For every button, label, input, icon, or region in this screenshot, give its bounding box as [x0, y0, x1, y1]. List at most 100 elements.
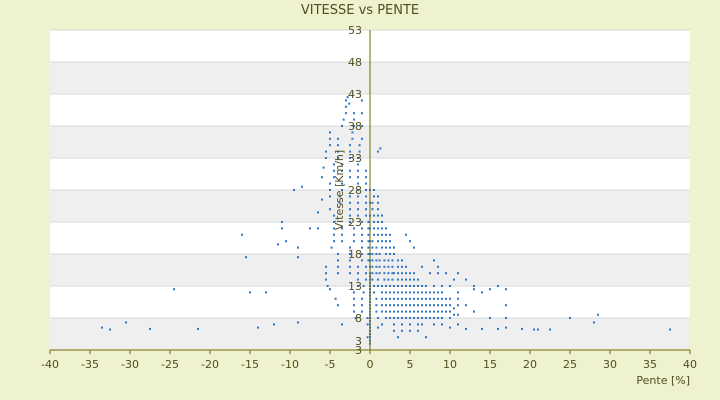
data-point: [537, 328, 539, 331]
data-point: [385, 240, 387, 243]
data-point: [297, 256, 299, 259]
data-point: [338, 195, 341, 198]
x-tick-label: -20: [201, 358, 219, 371]
data-point: [389, 310, 391, 313]
data-point: [393, 297, 395, 300]
data-point: [417, 278, 419, 281]
data-point: [321, 198, 323, 201]
data-point: [330, 246, 333, 249]
data-point: [393, 323, 395, 326]
data-point: [377, 326, 379, 329]
data-point: [367, 259, 370, 262]
data-point: [489, 288, 491, 291]
data-point: [357, 285, 359, 287]
data-point: [473, 310, 475, 313]
data-point: [421, 265, 423, 268]
data-point: [385, 317, 387, 319]
data-point: [381, 246, 383, 249]
data-point: [285, 240, 287, 243]
data-point: [281, 221, 283, 223]
data-point: [353, 233, 355, 236]
data-point: [377, 221, 379, 223]
data-point: [417, 291, 419, 294]
data-point: [357, 201, 359, 204]
y-tick-label: 43: [348, 88, 362, 101]
y-tick-label: 48: [348, 56, 362, 69]
x-tick-label: 15: [483, 358, 497, 371]
data-point: [357, 278, 359, 281]
data-point: [405, 304, 407, 307]
data-point: [417, 310, 419, 313]
data-point: [367, 253, 370, 255]
data-point: [375, 253, 378, 255]
data-point: [337, 253, 339, 255]
data-point: [413, 310, 415, 313]
data-point: [433, 259, 435, 262]
data-point: [389, 246, 391, 249]
data-point: [329, 137, 331, 140]
data-point: [391, 265, 394, 268]
data-point: [457, 272, 459, 275]
data-point: [341, 163, 343, 166]
data-point: [393, 317, 395, 319]
data-point: [361, 227, 363, 230]
data-point: [349, 246, 351, 249]
x-tick-label: 0: [367, 358, 374, 371]
data-point: [549, 328, 551, 331]
data-point: [401, 304, 403, 307]
data-point: [437, 304, 439, 307]
data-point: [366, 336, 369, 339]
data-point: [349, 150, 351, 153]
y-tick-label: 38: [348, 120, 362, 133]
data-point: [337, 144, 339, 147]
data-point: [441, 285, 443, 287]
data-point: [375, 246, 378, 249]
data-point: [445, 297, 447, 300]
data-point: [413, 278, 415, 281]
data-point: [397, 310, 399, 313]
data-point: [377, 150, 379, 153]
data-point: [397, 317, 399, 319]
y-tick-label: 3: [355, 335, 362, 348]
data-point: [353, 112, 355, 115]
data-point: [357, 176, 359, 179]
data-point: [505, 288, 507, 291]
data-point: [387, 265, 390, 268]
x-tick-label: -10: [281, 358, 299, 371]
data-point: [397, 285, 399, 287]
data-point: [417, 329, 419, 332]
data-point: [349, 214, 351, 217]
data-point: [297, 246, 299, 249]
data-point: [357, 157, 359, 159]
data-point: [101, 326, 103, 329]
data-point: [441, 323, 443, 326]
data-point: [371, 259, 374, 262]
y-tick-label: 33: [348, 152, 362, 165]
data-point: [401, 317, 403, 319]
data-point: [378, 272, 381, 275]
data-point: [381, 285, 383, 287]
data-point: [437, 317, 439, 319]
data-point: [325, 265, 327, 268]
data-point: [429, 291, 431, 294]
data-point: [393, 253, 395, 255]
data-point: [351, 137, 354, 140]
data-point: [354, 317, 357, 319]
data-point: [342, 118, 345, 121]
data-point: [349, 144, 351, 147]
data-point: [301, 185, 303, 188]
data-point: [389, 297, 391, 300]
data-point: [348, 102, 351, 105]
data-point: [341, 323, 343, 326]
data-point: [421, 323, 423, 326]
data-point: [405, 297, 407, 300]
data-point: [361, 112, 363, 115]
data-point: [375, 310, 378, 313]
data-point: [377, 233, 379, 236]
data-point: [297, 321, 299, 324]
data-point: [433, 310, 435, 313]
data-point: [329, 288, 331, 291]
data-point: [349, 265, 351, 268]
data-point: [377, 208, 379, 211]
data-point: [349, 169, 351, 172]
